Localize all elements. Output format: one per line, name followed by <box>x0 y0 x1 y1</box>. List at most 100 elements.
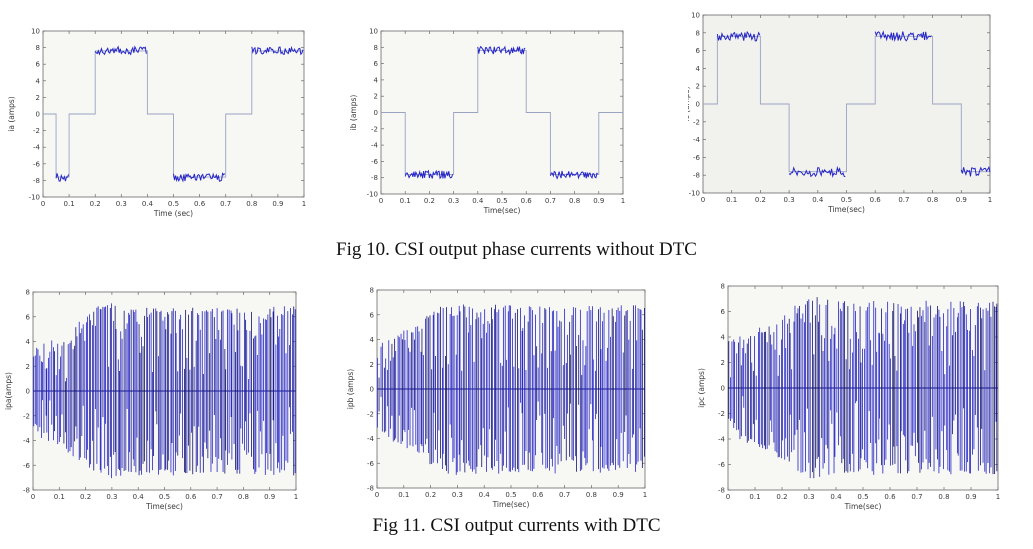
svg-text:-8: -8 <box>371 174 378 182</box>
svg-text:2: 2 <box>374 93 378 101</box>
svg-text:6: 6 <box>36 61 41 69</box>
plot-ipb-with-dtc: 0 0.1 0.2 0.3 0.4 0.5 0.6 0.7 0.8 0.9 1 -8 -6 -4 -2 0 2 4… <box>346 287 647 510</box>
svg-text:0: 0 <box>36 111 40 119</box>
svg-text:-4: -4 <box>23 437 31 445</box>
svg-text:1: 1 <box>302 200 306 208</box>
svg-text:0.4: 0.4 <box>472 197 484 205</box>
svg-text:Time(sec): Time(sec) <box>844 502 882 511</box>
svg-text:6: 6 <box>721 308 726 316</box>
figure-11-caption: Fig 11. CSI output currents with DTC <box>372 515 661 536</box>
svg-text:0.2: 0.2 <box>776 493 787 501</box>
svg-text:0.7: 0.7 <box>212 493 223 501</box>
svg-text:Time(sec): Time(sec) <box>492 500 530 509</box>
svg-text:-10: -10 <box>689 190 700 198</box>
svg-text:0: 0 <box>721 385 725 393</box>
plot-ipc-with-dtc: 0 0.1 0.2 0.3 0.4 0.5 0.6 0.7 0.8 0.9 1 -8 -6 -4 -2 0 2 4… <box>697 283 1000 512</box>
svg-text:0: 0 <box>726 493 730 501</box>
svg-text:8: 8 <box>26 289 30 297</box>
svg-text:0.6: 0.6 <box>532 491 544 499</box>
svg-text:8: 8 <box>36 44 40 52</box>
svg-text:0.4: 0.4 <box>479 491 491 499</box>
svg-text:ipa(amps): ipa(amps) <box>4 372 13 410</box>
svg-text:-8: -8 <box>718 487 725 495</box>
svg-text:1: 1 <box>996 493 1000 501</box>
svg-text:0.6: 0.6 <box>194 200 206 208</box>
svg-text:0.6: 0.6 <box>185 493 197 501</box>
svg-text:-8: -8 <box>367 485 374 493</box>
svg-text:0.2: 0.2 <box>425 491 436 499</box>
svg-text:0: 0 <box>41 200 45 208</box>
svg-text:0.6: 0.6 <box>884 493 896 501</box>
svg-text:4: 4 <box>696 65 701 73</box>
svg-text:2: 2 <box>370 361 374 369</box>
svg-text:1: 1 <box>988 196 992 204</box>
svg-text:Time(sec): Time(sec) <box>145 502 183 511</box>
svg-text:-6: -6 <box>23 462 31 470</box>
svg-text:6: 6 <box>370 311 375 319</box>
svg-text:0.7: 0.7 <box>911 493 922 501</box>
svg-text:0.5: 0.5 <box>841 196 852 204</box>
svg-text:6: 6 <box>26 313 31 321</box>
svg-text:-4: -4 <box>33 144 41 152</box>
svg-text:0: 0 <box>26 388 30 396</box>
svg-text:0.5: 0.5 <box>496 197 507 205</box>
svg-text:Time(sec): Time(sec) <box>827 205 865 214</box>
svg-text:0: 0 <box>370 386 374 394</box>
svg-text:-2: -2 <box>367 410 374 418</box>
svg-text:0: 0 <box>375 491 379 499</box>
svg-text:0.8: 0.8 <box>238 493 249 501</box>
svg-text:0.3: 0.3 <box>448 197 459 205</box>
plot-ib-without-dtc: 0 0.1 0.2 0.3 0.4 0.5 0.6 0.7 0.8 0.9 1 -10 -8 -6 -4 -2… <box>349 28 625 216</box>
svg-text:0.3: 0.3 <box>803 493 814 501</box>
svg-text:2: 2 <box>696 83 700 91</box>
svg-text:-8: -8 <box>693 172 700 180</box>
svg-text:0: 0 <box>379 197 383 205</box>
svg-text:0.5: 0.5 <box>168 200 179 208</box>
svg-text:-4: -4 <box>367 435 375 443</box>
svg-text:-8: -8 <box>33 177 40 185</box>
svg-text:6: 6 <box>374 60 379 68</box>
plot-ia-without-dtc: 0 0.1 0.2 0.3 0.4 0.5 0.6 0.7 0.8 0.9 1 -10 -8 -6 -4 -2… <box>7 28 306 219</box>
svg-text:4: 4 <box>36 77 41 85</box>
svg-text:2: 2 <box>721 359 725 367</box>
svg-text:0.3: 0.3 <box>106 493 117 501</box>
svg-text:0.6: 0.6 <box>870 196 882 204</box>
svg-text:8: 8 <box>370 287 374 295</box>
svg-text:-6: -6 <box>718 461 726 469</box>
svg-text:0.5: 0.5 <box>159 493 170 501</box>
figure-10-caption: Fig 10. CSI output phase currents withou… <box>336 239 697 260</box>
svg-text:0.9: 0.9 <box>613 491 624 499</box>
svg-text:-6: -6 <box>371 158 379 166</box>
svg-text:-2: -2 <box>718 410 725 418</box>
svg-text:0.3: 0.3 <box>116 200 127 208</box>
svg-text:0: 0 <box>374 109 378 117</box>
svg-text:0.1: 0.1 <box>398 491 409 499</box>
svg-text:ib (amps): ib (amps) <box>349 95 358 131</box>
svg-text:6: 6 <box>696 47 701 55</box>
svg-text:0.1: 0.1 <box>726 196 737 204</box>
svg-text:2: 2 <box>36 94 40 102</box>
svg-text:-2: -2 <box>693 118 700 126</box>
svg-text:0.9: 0.9 <box>593 197 604 205</box>
svg-text:0.4: 0.4 <box>812 196 824 204</box>
plot-ic-without-dtc: 0 0.1 0.2 0.3 0.4 0.5 0.6 0.7 0.8 0.9 1 -10 -8 -6 -4 -2… <box>688 12 992 215</box>
svg-text:0: 0 <box>696 101 700 109</box>
svg-text:0.1: 0.1 <box>54 493 65 501</box>
svg-text:ipc (amps): ipc (amps) <box>697 368 706 408</box>
svg-text:0.8: 0.8 <box>586 491 597 499</box>
svg-text:8: 8 <box>721 283 725 291</box>
svg-text:1: 1 <box>643 491 647 499</box>
svg-text:0.2: 0.2 <box>80 493 91 501</box>
svg-text:-2: -2 <box>33 127 40 135</box>
svg-text:Time(sec): Time(sec) <box>483 206 521 215</box>
svg-text:-2: -2 <box>23 412 30 420</box>
svg-text:0.7: 0.7 <box>220 200 231 208</box>
svg-text:-10: -10 <box>29 194 40 202</box>
svg-text:-10: -10 <box>367 191 378 199</box>
svg-text:0.2: 0.2 <box>755 196 766 204</box>
svg-text:1: 1 <box>621 197 625 205</box>
svg-text:ic (amps): ic (amps) <box>688 86 691 121</box>
svg-text:2: 2 <box>26 363 30 371</box>
svg-text:0: 0 <box>31 493 35 501</box>
